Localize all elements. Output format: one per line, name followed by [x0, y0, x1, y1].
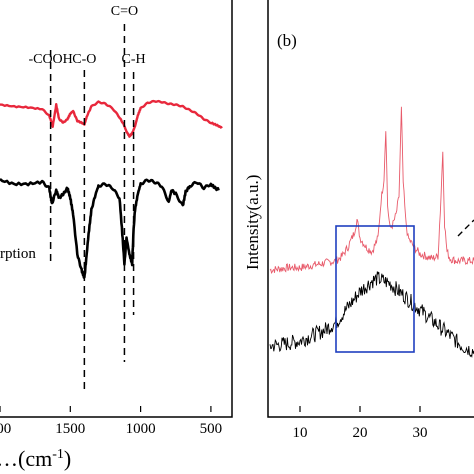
panel-b-xtick-label: 20: [353, 425, 368, 441]
panel-a-side-text: rption: [0, 246, 36, 262]
panel-b-xtick-label: 30: [413, 425, 428, 441]
panel-b-xtick-label: 10: [293, 425, 308, 441]
panel-b-highlight-box: [335, 225, 415, 353]
panel-b-series-1: [269, 106, 474, 274]
panel-b-series-2: [269, 271, 474, 358]
panel-a-series-1: [0, 99, 223, 138]
panel-b: 1020302: [269, 106, 474, 441]
panel-b-pointer-line: [457, 219, 474, 237]
panel-a-annotation: -COOH: [28, 52, 72, 67]
panel-a-series-2: [0, 178, 220, 279]
panel-a-xtick-label: 000: [0, 421, 11, 437]
panel-b-label: (b): [277, 31, 297, 50]
panel-a-xlabel: …(cm-1): [0, 446, 71, 471]
panel-a-annotation: C-O: [72, 52, 96, 67]
panel-b-ylabel: Intensity(a.u.): [243, 175, 262, 270]
panel-a-xtick-label: 1500: [55, 421, 85, 437]
panel-a-annotation: C-H: [122, 52, 146, 67]
panel-a-xtick-label: 1000: [126, 421, 156, 437]
panel-a-xtick-label: 500: [200, 421, 223, 437]
panel-b-frame: [267, 0, 474, 418]
panel-a-annotation: C=O: [111, 4, 138, 19]
panel-a-frame: [0, 0, 233, 418]
